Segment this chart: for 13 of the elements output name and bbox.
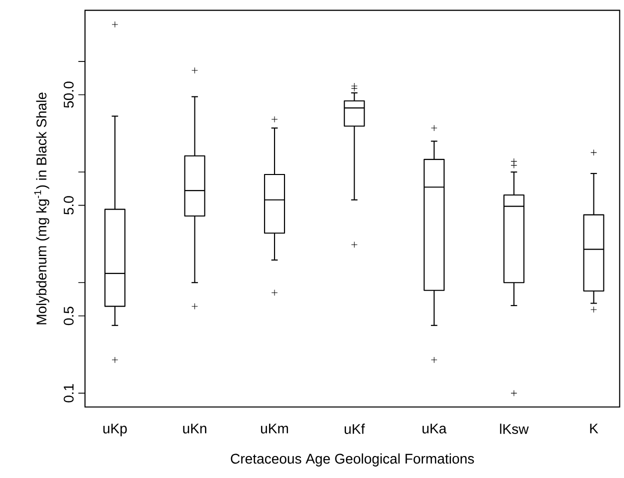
x-tick-label: uKa — [422, 424, 447, 434]
x-tick-label: uKp — [103, 424, 127, 436]
x-tick-label: uKn — [183, 424, 206, 434]
x-tick-label: uKm — [261, 424, 288, 434]
y-tick-label: 50.0 — [64, 82, 74, 108]
y-tick-label: 0.5 — [64, 306, 74, 326]
x-tick-label: K — [590, 424, 598, 434]
x-axis-title: Cretaceous Age Geological Formations — [230, 453, 474, 466]
y-tick-label: 5.0 — [64, 196, 74, 214]
y-axis-title: Molybdenum (mg kg$^{-1}$) in Black Shale — [34, 92, 50, 324]
x-tick-label: uKf — [344, 424, 365, 434]
x-tick-label: lKsw — [500, 424, 529, 434]
y-tick-label: 0.1 — [64, 384, 74, 402]
